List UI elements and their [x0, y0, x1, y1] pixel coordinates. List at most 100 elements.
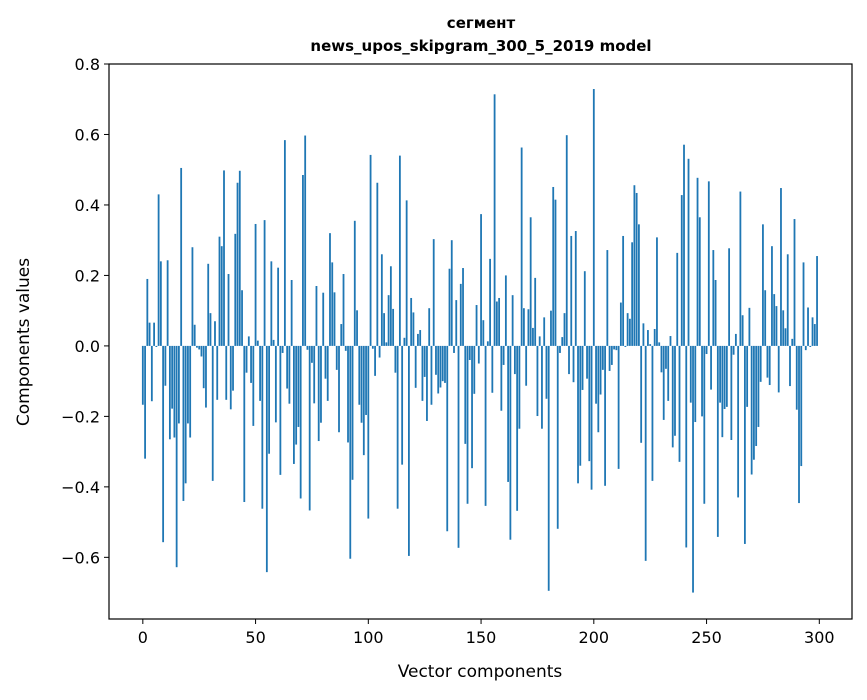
bar-component-142 — [462, 268, 464, 346]
bar-component-99 — [365, 345, 367, 415]
bar-component-113 — [396, 345, 399, 509]
bar-component-92 — [349, 345, 352, 559]
bar-component-224 — [647, 330, 649, 346]
bar-component-91 — [347, 345, 349, 443]
bar-component-22 — [191, 247, 194, 346]
bar-component-298 — [813, 324, 816, 346]
bar-component-89 — [342, 274, 345, 346]
bar-component-299 — [816, 256, 818, 346]
bar-component-107 — [383, 313, 386, 346]
bar-component-212 — [619, 302, 622, 346]
bar-component-76 — [313, 345, 316, 404]
bar-component-166 — [516, 345, 519, 511]
bar-component-239 — [680, 195, 683, 346]
bar-component-265 — [739, 191, 742, 346]
bar-component-33 — [216, 345, 219, 400]
bar-component-296 — [809, 345, 812, 347]
x-tick-label: 50 — [245, 628, 265, 647]
bar-component-180 — [547, 345, 550, 591]
bar-component-178 — [543, 317, 546, 346]
bar-component-119 — [410, 297, 413, 346]
bar-component-197 — [586, 345, 588, 379]
bar-component-141 — [459, 283, 462, 346]
bar-component-244 — [692, 345, 694, 593]
bar-component-249 — [703, 345, 706, 504]
bar-component-185 — [559, 345, 561, 353]
bar-component-200 — [592, 89, 595, 346]
bar-component-241 — [685, 345, 688, 548]
bar-component-3 — [148, 322, 151, 346]
bar-component-223 — [644, 345, 647, 561]
bar-component-198 — [588, 345, 591, 462]
bar-component-175 — [536, 345, 539, 417]
bar-component-36 — [223, 170, 225, 346]
bar-component-138 — [453, 345, 455, 353]
y-axis-label: Components values — [14, 258, 34, 426]
bar-component-285 — [784, 328, 787, 346]
bar-component-217 — [631, 242, 634, 346]
bar-component-179 — [545, 345, 548, 399]
bar-component-72 — [304, 135, 307, 346]
bar-component-243 — [689, 345, 692, 403]
bar-component-21 — [189, 345, 192, 438]
bar-component-231 — [662, 345, 665, 420]
bar-component-267 — [743, 345, 746, 544]
bar-component-12 — [168, 345, 171, 440]
bar-component-140 — [457, 345, 460, 548]
bar-component-292 — [800, 345, 803, 467]
bar-component-102 — [371, 345, 374, 349]
bar-component-95 — [356, 310, 358, 346]
bar-component-176 — [538, 336, 541, 346]
bar-component-190 — [570, 235, 573, 346]
bar-component-109 — [387, 295, 390, 346]
bar-component-257 — [721, 345, 724, 438]
bar-component-273 — [757, 345, 760, 427]
bar-component-54 — [263, 220, 266, 346]
bar-component-204 — [601, 345, 604, 370]
bar-component-293 — [802, 262, 805, 346]
bar-component-103 — [374, 345, 376, 376]
bar-component-28 — [205, 345, 207, 408]
bar-component-172 — [529, 217, 532, 346]
bar-component-114 — [398, 155, 401, 346]
bar-component-177 — [541, 345, 543, 429]
bar-component-146 — [471, 345, 473, 469]
bar-component-43 — [238, 170, 241, 346]
bar-component-282 — [777, 345, 780, 393]
bar-component-100 — [367, 345, 370, 519]
bar-component-137 — [450, 240, 453, 346]
bar-component-211 — [617, 345, 620, 469]
bar-component-277 — [766, 345, 769, 378]
bar-component-132 — [439, 345, 442, 388]
bar-component-226 — [651, 345, 654, 481]
bar-component-85 — [333, 292, 336, 346]
chart-title-line-1: сегмент — [447, 14, 516, 32]
bar-component-147 — [473, 345, 476, 394]
bar-component-17 — [180, 167, 183, 346]
bar-component-186 — [561, 337, 564, 346]
y-tick-label: 0.0 — [75, 337, 100, 356]
bar-component-20 — [187, 345, 189, 424]
bar-component-235 — [671, 345, 674, 448]
bar-component-281 — [775, 306, 778, 346]
bar-component-32 — [214, 321, 216, 346]
bars-group — [141, 89, 818, 593]
bar-component-187 — [563, 313, 566, 346]
bar-component-90 — [344, 345, 347, 351]
bar-component-47 — [247, 336, 250, 346]
bar-component-112 — [394, 345, 397, 373]
bar-component-258 — [723, 345, 726, 409]
bar-component-108 — [385, 342, 388, 346]
bar-component-251 — [707, 181, 710, 346]
bar-component-230 — [660, 345, 663, 373]
bar-component-9 — [162, 345, 165, 543]
x-tick-label: 300 — [804, 628, 835, 647]
x-axis-label: Vector components — [398, 662, 563, 682]
bar-component-240 — [683, 144, 685, 346]
bar-component-46 — [245, 345, 248, 373]
bar-component-77 — [315, 286, 318, 346]
bar-component-10 — [164, 345, 167, 386]
bar-component-51 — [256, 340, 259, 346]
bar-component-6 — [155, 345, 158, 347]
